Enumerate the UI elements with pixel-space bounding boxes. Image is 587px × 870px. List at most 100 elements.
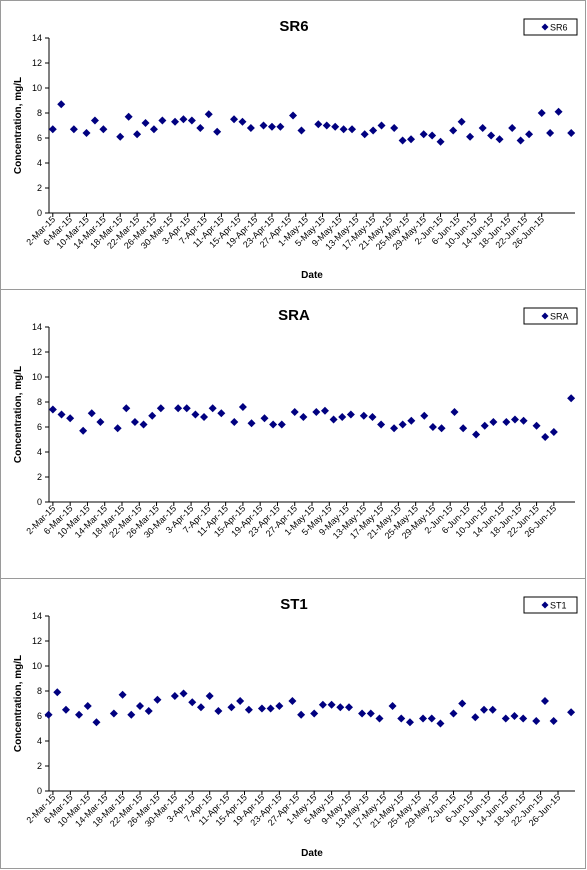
data-point xyxy=(227,703,236,712)
data-point xyxy=(257,704,266,713)
data-point xyxy=(567,394,576,403)
data-point xyxy=(276,122,285,131)
data-point xyxy=(472,430,481,439)
data-point xyxy=(366,709,375,718)
data-point xyxy=(420,411,429,420)
data-point xyxy=(196,124,205,132)
data-point xyxy=(388,702,397,710)
legend: SRA xyxy=(523,307,578,325)
data-point xyxy=(519,416,528,425)
data-series-sra xyxy=(48,394,576,441)
data-point xyxy=(398,136,407,145)
data-point xyxy=(567,129,576,137)
data-point xyxy=(358,709,367,718)
data-point xyxy=(480,421,489,430)
data-point xyxy=(288,697,297,705)
data-point xyxy=(368,413,377,421)
data-point xyxy=(48,405,57,414)
data-point xyxy=(397,714,406,723)
data-point xyxy=(191,410,200,419)
data-point xyxy=(48,125,57,134)
chart-title: ST1 xyxy=(280,596,308,613)
data-point xyxy=(540,697,549,705)
data-point xyxy=(541,433,550,441)
data-point xyxy=(436,137,445,146)
data-point xyxy=(244,705,253,714)
data-point xyxy=(466,132,475,141)
chart-panel-sr6: SR6 SR6 Concentration, mg/L Date 0 2 4 6 8 10 12 14… xyxy=(0,0,586,290)
legend-label: SR6 xyxy=(550,23,568,33)
data-point xyxy=(405,718,414,727)
data-point xyxy=(127,710,136,719)
y-tick-label: 4 xyxy=(37,447,42,457)
legend: SR6 xyxy=(523,18,578,36)
data-point xyxy=(516,136,525,145)
data-point xyxy=(312,408,321,416)
data-point xyxy=(124,112,133,121)
y-tick-label: 0 xyxy=(37,208,42,218)
data-point xyxy=(247,419,256,428)
data-point xyxy=(99,125,108,134)
data-point xyxy=(510,415,519,424)
data-point xyxy=(82,129,91,137)
data-point xyxy=(390,124,399,132)
data-point xyxy=(348,125,357,134)
y-tick-label: 8 xyxy=(37,686,42,696)
data-point xyxy=(450,408,459,416)
data-point xyxy=(549,428,558,436)
legend-marker xyxy=(541,312,549,320)
data-point xyxy=(375,714,384,723)
data-point xyxy=(327,700,336,709)
data-point xyxy=(188,698,197,707)
data-point xyxy=(532,717,541,725)
data-point xyxy=(96,418,105,426)
data-point xyxy=(479,705,488,714)
data-point xyxy=(478,124,487,132)
data-point xyxy=(260,414,269,423)
data-point xyxy=(449,709,458,718)
sr6-scatter-chart: SR6 SR6 Concentration, mg/L Date 0 2 4 6 8 10 12 14… xyxy=(13,18,578,281)
y-tick-label: 10 xyxy=(32,372,42,382)
data-point xyxy=(339,125,348,134)
data-point xyxy=(437,424,446,433)
data-point xyxy=(331,122,340,131)
legend-marker xyxy=(541,23,549,31)
y-tick-label: 14 xyxy=(32,322,42,332)
data-point xyxy=(525,130,534,139)
data-point xyxy=(407,416,416,425)
data-point xyxy=(567,708,576,717)
data-point xyxy=(457,117,466,126)
legend-box xyxy=(523,307,578,325)
data-point xyxy=(217,409,226,418)
data-point xyxy=(360,130,369,139)
data-point xyxy=(130,418,139,426)
legend-box xyxy=(523,18,578,36)
data-point xyxy=(495,135,504,144)
data-point xyxy=(290,408,299,416)
data-point xyxy=(320,406,329,415)
y-tick-label: 6 xyxy=(37,711,42,721)
data-point xyxy=(519,714,528,723)
y-tick-label: 12 xyxy=(32,636,42,646)
data-point xyxy=(69,125,78,134)
data-point xyxy=(458,699,467,708)
data-point xyxy=(427,714,436,723)
data-point xyxy=(377,420,386,429)
data-point xyxy=(459,424,468,433)
data-point xyxy=(554,107,563,116)
y-tick-label: 0 xyxy=(37,497,42,507)
y-tick-label: 2 xyxy=(37,183,42,193)
legend-label: ST1 xyxy=(550,601,567,611)
data-point xyxy=(133,130,142,139)
data-point xyxy=(419,130,428,139)
data-point xyxy=(419,714,428,723)
data-point xyxy=(200,413,209,421)
y-tick-label: 8 xyxy=(37,108,42,118)
y-tick-label: 2 xyxy=(37,472,42,482)
data-point xyxy=(79,426,88,435)
data-point xyxy=(310,709,319,718)
y-tick-label: 10 xyxy=(32,661,42,671)
y-tick-label: 4 xyxy=(37,158,42,168)
data-point xyxy=(436,719,445,728)
